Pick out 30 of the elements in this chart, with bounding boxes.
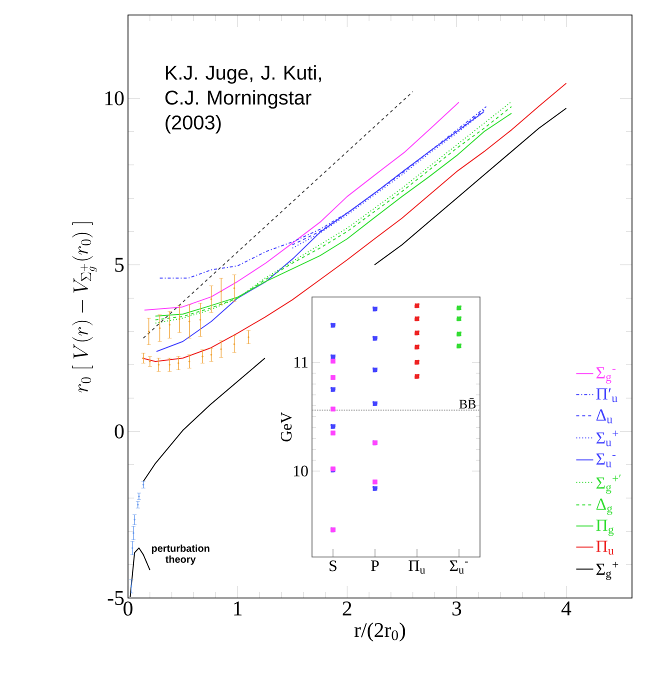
y-tick-label: 0 — [114, 424, 124, 438]
legend-label: Π′$_{u}$ — [596, 388, 618, 402]
x-tick-label: Σ$_{u}$- — [450, 560, 468, 574]
legend-label: Σ$_{g}$- — [596, 367, 616, 384]
y-axis-title: $r_0\;\Big[\;V(r)-V_{\Sigma_g^+}(r_0)\;\Big]$ — [72, 222, 97, 392]
legend-label: Σ$_{u}$- — [596, 454, 616, 468]
annotation: K.J. Juge, J. Kuti, C.J. Morningstar (2003) — [165, 65, 321, 134]
x-tick-label: 3 — [452, 602, 462, 616]
legend-label: Σ$_{g}$+ — [596, 562, 618, 580]
ref-line-label: BB̄ — [459, 398, 476, 408]
legend-label: Δ$_{u}$ — [596, 409, 612, 424]
legend-label: Π$_{u}$ — [596, 540, 614, 555]
y-tick-label: 11 — [294, 357, 308, 368]
legend-label: Σ$_{u}$+ — [596, 430, 618, 446]
x-tick-label: 1 — [234, 602, 242, 616]
legend-label: Π$_{g}$ — [596, 520, 614, 536]
y-axis-title: GeV — [280, 412, 292, 442]
legend-label: Δ$_{g}$ — [596, 498, 612, 515]
x-tick-label: 4 — [561, 602, 572, 616]
x-tick-label: 2 — [342, 602, 352, 616]
x-tick-label: S — [330, 560, 336, 572]
x-tick-label: P — [371, 560, 379, 571]
x-tick-label: Π$_{u}$ — [408, 560, 426, 574]
legend-label: Σ$_{g}$+′ — [596, 474, 621, 494]
x-axis-title: r/(2r$_{0}$) — [354, 622, 406, 642]
y-tick-label: 10 — [294, 466, 308, 476]
y-tick-label: -5 — [108, 591, 124, 605]
y-tick-label: 5 — [115, 258, 124, 272]
y-tick-label: 10 — [105, 91, 124, 106]
annotation: perturbation theory — [152, 544, 210, 565]
